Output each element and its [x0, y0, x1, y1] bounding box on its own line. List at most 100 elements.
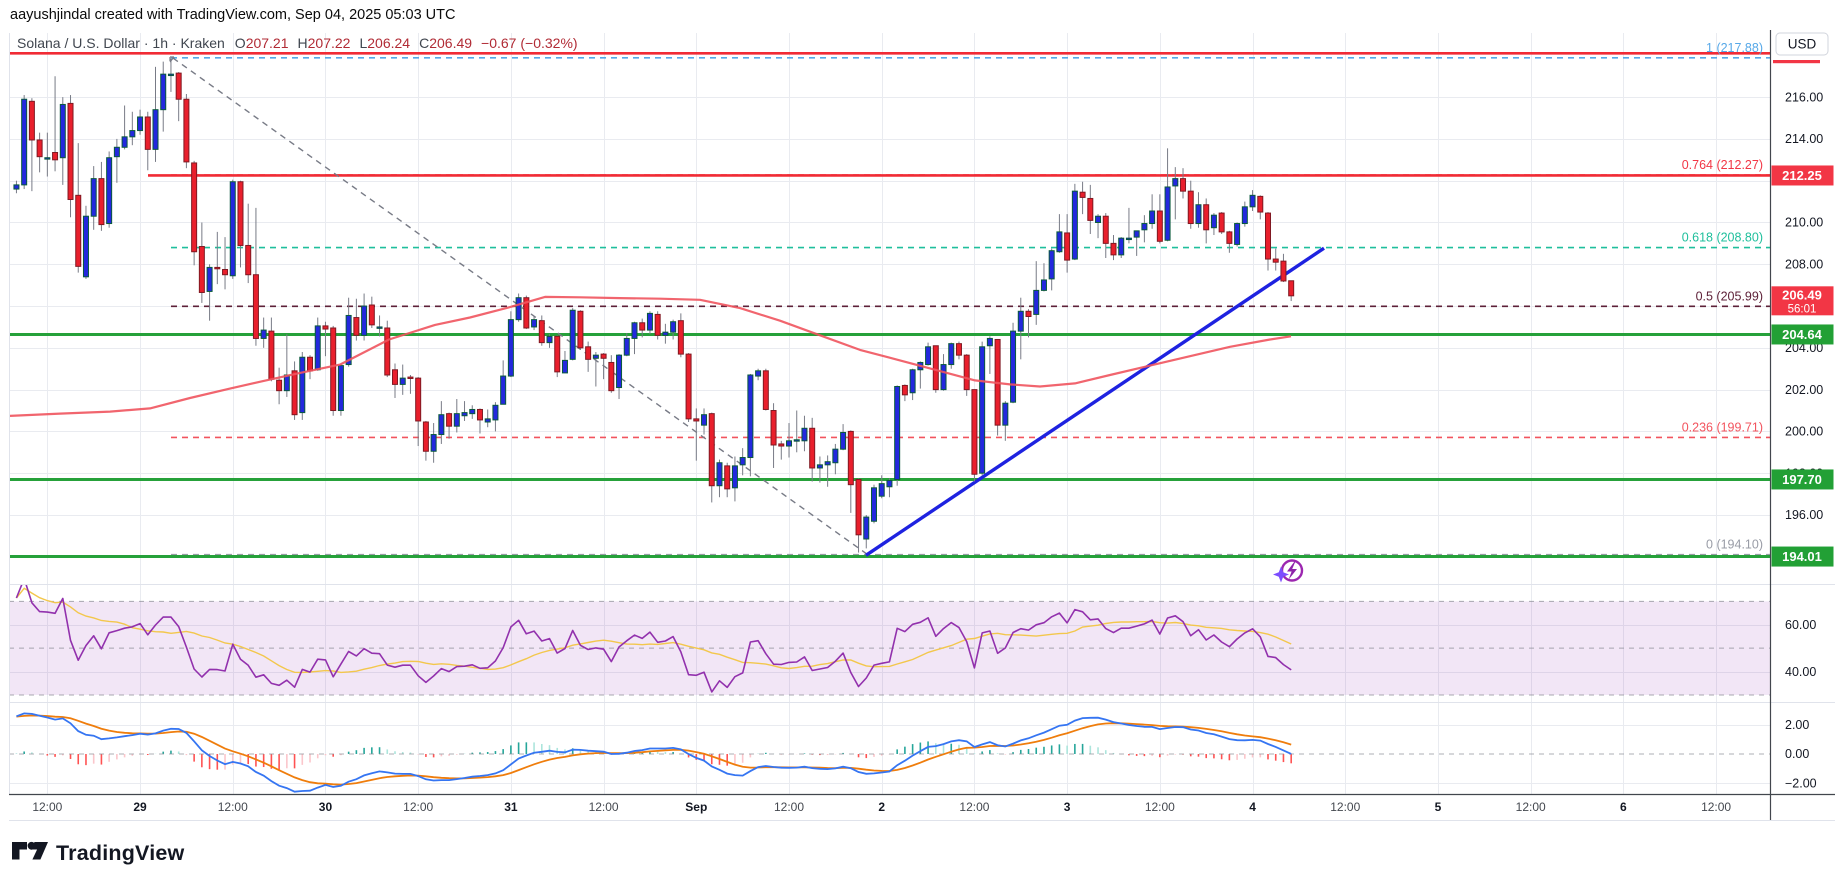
candle-135[interactable]: [1056, 214, 1063, 253]
candle-65[interactable]: [515, 293, 522, 322]
candle-134[interactable]: [1048, 248, 1055, 291]
candle-103[interactable]: [809, 417, 816, 482]
time-axis-label-12:00[interactable]: 12:00: [1145, 800, 1175, 814]
candle-16[interactable]: [137, 109, 144, 135]
candle-60[interactable]: [476, 408, 483, 434]
candle-17[interactable]: [144, 111, 151, 171]
candle-0[interactable]: [13, 180, 20, 194]
candle-37[interactable]: [299, 352, 306, 420]
candle-158[interactable]: [1234, 222, 1241, 247]
candle-34[interactable]: [276, 367, 283, 405]
candle-92[interactable]: [724, 462, 731, 498]
time-axis-label-30[interactable]: 30: [319, 800, 333, 814]
candle-36[interactable]: [291, 361, 298, 420]
candle-73[interactable]: [577, 310, 584, 350]
candle-57[interactable]: [453, 399, 460, 433]
candle-153[interactable]: [1195, 192, 1202, 228]
candle-41[interactable]: [330, 325, 337, 416]
candle-140[interactable]: [1095, 214, 1102, 239]
candle-146[interactable]: [1141, 215, 1148, 243]
candle-133[interactable]: [1040, 263, 1047, 292]
candle-112[interactable]: [878, 475, 885, 499]
candle-124[interactable]: [971, 389, 978, 482]
time-axis-label-12:00[interactable]: 12:00: [403, 800, 433, 814]
time-axis-label-Sep[interactable]: Sep: [685, 800, 707, 814]
candle-49[interactable]: [391, 363, 398, 398]
candle-128[interactable]: [1002, 401, 1009, 441]
candle-96[interactable]: [755, 368, 762, 381]
candle-91[interactable]: [716, 459, 723, 498]
time-axis-label-12:00[interactable]: 12:00: [589, 800, 619, 814]
candle-45[interactable]: [361, 293, 368, 341]
candle-105[interactable]: [824, 455, 831, 487]
candle-156[interactable]: [1218, 212, 1225, 234]
spark-trade-icon[interactable]: [1273, 559, 1304, 583]
candle-159[interactable]: [1241, 201, 1248, 227]
candle-111[interactable]: [870, 484, 877, 524]
rsi-indicator[interactable]: [15, 579, 1292, 693]
candle-88[interactable]: [693, 408, 700, 461]
candle-113[interactable]: [886, 478, 893, 498]
candle-4[interactable]: [44, 132, 51, 177]
candle-83[interactable]: [654, 311, 661, 340]
currency-button[interactable]: USD: [1775, 32, 1829, 56]
candle-67[interactable]: [531, 316, 538, 331]
candle-89[interactable]: [701, 408, 708, 435]
legend[interactable]: Solana / U.S. Dollar · 1h · Kraken O207.…: [17, 35, 578, 51]
candle-22[interactable]: [183, 94, 190, 169]
candle-20[interactable]: [167, 58, 174, 92]
candle-58[interactable]: [461, 401, 468, 421]
candle-76[interactable]: [600, 353, 607, 380]
candle-150[interactable]: [1172, 167, 1179, 220]
candle-71[interactable]: [561, 350, 568, 374]
candle-141[interactable]: [1102, 213, 1109, 259]
candle-11[interactable]: [98, 161, 105, 231]
candle-32[interactable]: [260, 317, 267, 348]
candle-98[interactable]: [770, 403, 777, 468]
candle-3[interactable]: [36, 132, 43, 173]
time-axis-label-12:00[interactable]: 12:00: [1516, 800, 1546, 814]
candle-155[interactable]: [1210, 213, 1217, 236]
candle-102[interactable]: [801, 415, 808, 452]
candle-129[interactable]: [1010, 322, 1017, 404]
candle-100[interactable]: [786, 423, 793, 458]
candle-14[interactable]: [121, 105, 128, 150]
candle-85[interactable]: [670, 319, 677, 340]
candle-80[interactable]: [631, 321, 638, 355]
moving-average-line[interactable]: [9, 295, 1292, 417]
candle-161[interactable]: [1257, 195, 1264, 220]
candle-19[interactable]: [160, 61, 167, 132]
candle-52[interactable]: [415, 377, 422, 447]
candle-136[interactable]: [1064, 214, 1071, 273]
legend-symbol[interactable]: Solana / U.S. Dollar · 1h · Kraken: [17, 35, 225, 51]
candle-8[interactable]: [75, 143, 82, 273]
candle-7[interactable]: [67, 95, 74, 218]
candle-46[interactable]: [368, 296, 375, 328]
candle-118[interactable]: [925, 342, 932, 366]
candle-25[interactable]: [206, 264, 213, 321]
candle-157[interactable]: [1226, 230, 1233, 253]
candle-39[interactable]: [314, 317, 321, 371]
candle-50[interactable]: [399, 364, 406, 395]
time-axis-label-12:00[interactable]: 12:00: [1701, 800, 1731, 814]
time-axis-label-3[interactable]: 3: [1064, 800, 1071, 814]
candle-75[interactable]: [592, 352, 599, 387]
candle-12[interactable]: [106, 151, 113, 228]
candlestick-series[interactable]: [13, 58, 1295, 553]
candle-87[interactable]: [685, 353, 692, 423]
time-axis-label-5[interactable]: 5: [1435, 800, 1442, 814]
candle-142[interactable]: [1110, 235, 1117, 261]
time-axis-label-2[interactable]: 2: [878, 800, 885, 814]
candle-54[interactable]: [430, 423, 437, 463]
candle-79[interactable]: [623, 333, 630, 357]
candle-94[interactable]: [739, 448, 746, 476]
tradingview-logo[interactable]: TradingView: [12, 841, 185, 865]
candle-84[interactable]: [662, 323, 669, 344]
candle-122[interactable]: [955, 341, 962, 360]
candle-125[interactable]: [979, 341, 986, 476]
time-axis-label-12:00[interactable]: 12:00: [959, 800, 989, 814]
candle-138[interactable]: [1079, 181, 1086, 215]
legend-interval[interactable]: 1h: [152, 35, 168, 51]
candle-53[interactable]: [422, 420, 429, 461]
candle-86[interactable]: [677, 313, 684, 358]
